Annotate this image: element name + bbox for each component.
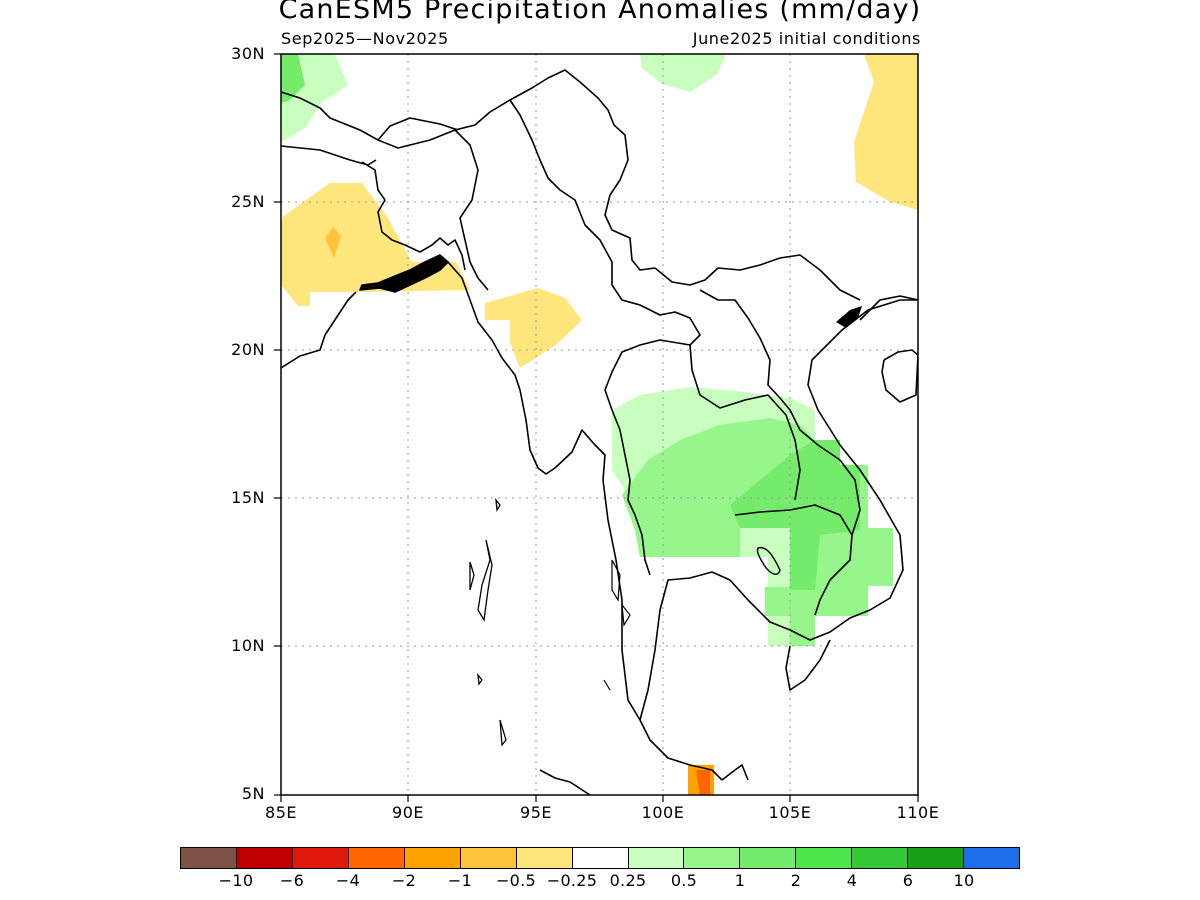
lon-label-85e: 85E <box>265 803 297 822</box>
color-scale-cell <box>348 848 405 868</box>
color-scale-label: 0.25 <box>609 871 647 890</box>
lon-label-90e: 90E <box>392 803 424 822</box>
color-scale-cell <box>516 848 573 868</box>
color-scale-label: 2 <box>790 871 802 890</box>
color-scale-label: 4 <box>846 871 858 890</box>
lat-label-5n: 5N <box>241 784 265 803</box>
tonle-sap-lake <box>756 546 781 575</box>
border-india-myanmar <box>454 129 489 291</box>
border-laos-vietnam <box>699 289 861 536</box>
lon-label-105e: 105E <box>768 803 812 822</box>
coastline-west <box>281 291 357 369</box>
coastline-gulf-thailand <box>639 299 918 721</box>
color-scale-bar <box>180 847 1020 869</box>
andaman-islands <box>469 497 507 747</box>
anomaly-patch-north-green <box>640 54 726 92</box>
anomaly-patch-indochina-medium-green <box>730 440 860 590</box>
lat-label-15n: 15N <box>231 488 265 507</box>
color-scale-label: −1 <box>447 871 473 890</box>
color-scale-cell <box>181 848 237 868</box>
color-scale-label: −0.5 <box>495 871 537 890</box>
border-bangladesh-india <box>361 161 466 271</box>
color-scale-label: −2 <box>391 871 417 890</box>
color-scale-label: −6 <box>279 871 305 890</box>
border-cambodia <box>734 504 853 616</box>
color-scale-cell <box>460 848 517 868</box>
axis-ticks <box>274 53 919 802</box>
color-scale-cell <box>852 848 909 868</box>
initial-conditions: June2025 initial conditions <box>692 29 921 48</box>
lon-label-95e: 95E <box>520 803 552 822</box>
color-scale-cell <box>404 848 461 868</box>
color-scale-label: 0.5 <box>670 871 698 890</box>
border-nepal-india <box>281 145 377 166</box>
lon-label-110e: 110E <box>896 803 940 822</box>
border-bhutan <box>377 117 459 141</box>
anomaly-patch-bangladesh-orange <box>325 227 341 258</box>
color-scale-label: −10 <box>218 871 254 890</box>
map-title: CanESM5 Precipitation Anomalies (mm/day) <box>278 0 922 25</box>
lat-label-25n: 25N <box>231 192 265 211</box>
lat-label-20n: 20N <box>231 340 265 359</box>
bangladesh-delta-coast <box>359 254 449 293</box>
color-scale-label: −0.25 <box>546 871 598 890</box>
color-scale-cell <box>236 848 293 868</box>
border-china-laos-vietnam <box>654 254 861 301</box>
color-scale-cell <box>740 848 797 868</box>
color-scale-label: 10 <box>953 871 975 890</box>
color-scale-label: 6 <box>902 871 914 890</box>
coastline-sumatra-tip <box>539 769 591 795</box>
forecast-period: Sep2025—Nov2025 <box>281 29 449 48</box>
lat-label-10n: 10N <box>231 636 265 655</box>
map-frame <box>280 53 919 796</box>
anomaly-patch-ne-yellow <box>854 54 918 210</box>
mergui-archipelago <box>603 559 631 691</box>
color-scale-label: −4 <box>335 871 361 890</box>
color-scale-cell <box>796 848 853 868</box>
red-river-delta <box>836 306 862 328</box>
border-myanmar-laos-thailand <box>604 304 701 576</box>
anomaly-patch-malay-dark-orange <box>696 770 710 795</box>
coastline-malay-east <box>721 764 749 781</box>
color-scale-cell <box>628 848 685 868</box>
coastline-hainan <box>881 349 918 403</box>
map-gridlines <box>281 54 918 795</box>
color-scale-cell <box>908 848 965 868</box>
coastline-south-china <box>859 295 918 321</box>
color-scale-cell <box>684 848 741 868</box>
color-scale-label: 1 <box>734 871 746 890</box>
border-himalaya <box>281 69 656 271</box>
border-thailand-laos <box>689 344 801 501</box>
border-myanmar-china <box>509 99 641 306</box>
color-scale-cell <box>292 848 349 868</box>
coastline-vietnam-south <box>785 639 831 691</box>
color-scale-cell <box>964 848 1020 868</box>
color-scale-cell <box>572 848 629 868</box>
lon-label-100e: 100E <box>641 803 685 822</box>
coastline-myanmar <box>447 261 723 781</box>
lat-label-30n: 30N <box>231 44 265 63</box>
anomaly-patch-myanmar-yellow <box>485 288 582 368</box>
anomaly-patch-nw-green-strong <box>281 54 305 103</box>
